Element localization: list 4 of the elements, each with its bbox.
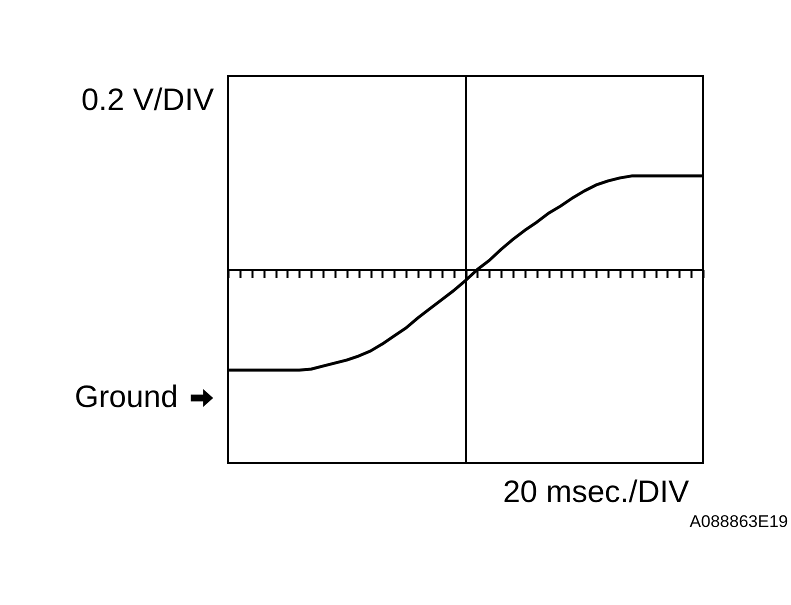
x-axis-title: 20 msec./DIV [502,474,690,509]
text: A088863E19 [690,512,788,531]
text: Ground [74,379,178,414]
y-axis-title: 0.2 V/DIV [81,82,214,117]
